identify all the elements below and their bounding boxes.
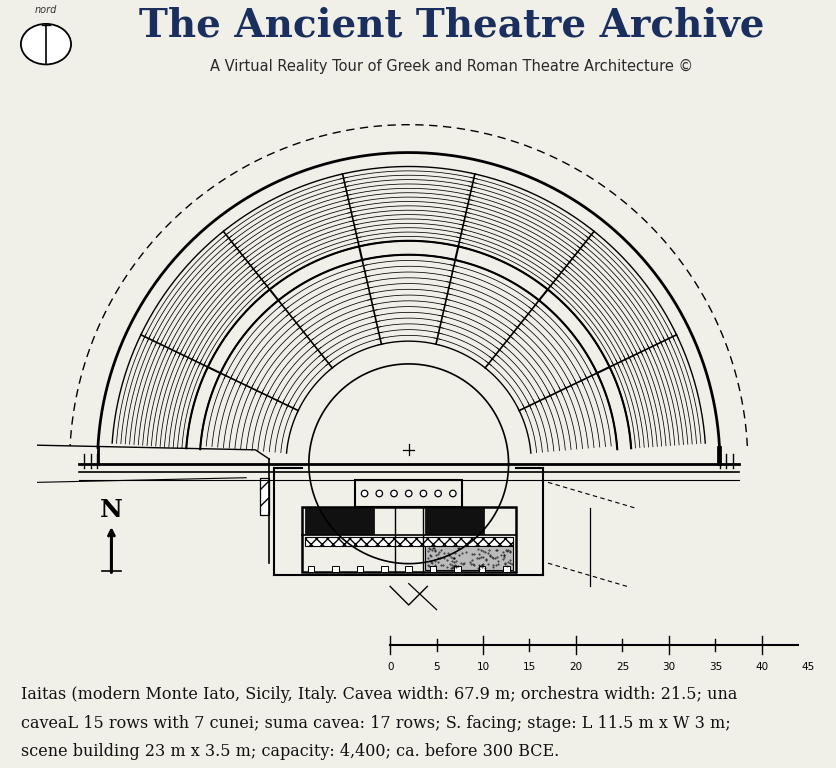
Circle shape bbox=[405, 490, 412, 497]
Bar bbox=[426, 508, 484, 535]
Circle shape bbox=[21, 24, 71, 65]
Circle shape bbox=[361, 490, 368, 497]
Bar bbox=[430, 567, 436, 572]
Bar bbox=[405, 567, 412, 572]
Text: scene building 23 m x 3.5 m; capacity: 4,400; ca. before 300 BCE.: scene building 23 m x 3.5 m; capacity: 4… bbox=[21, 743, 559, 760]
Bar bbox=[332, 567, 339, 572]
Text: 0: 0 bbox=[387, 662, 394, 672]
Circle shape bbox=[450, 490, 456, 497]
Text: 20: 20 bbox=[569, 662, 583, 672]
Bar bbox=[304, 508, 374, 535]
Text: 25: 25 bbox=[616, 662, 629, 672]
Bar bbox=[479, 567, 485, 572]
Bar bbox=[355, 479, 462, 508]
Text: 45: 45 bbox=[802, 662, 815, 672]
Text: A Virtual Reality Tour of Greek and Roman Theatre Architecture ©: A Virtual Reality Tour of Greek and Roma… bbox=[210, 59, 693, 74]
Circle shape bbox=[376, 490, 383, 497]
Bar bbox=[426, 547, 512, 570]
Bar bbox=[308, 567, 314, 572]
Text: 5: 5 bbox=[433, 662, 440, 672]
Text: caveaL 15 rows with 7 cunei; suma cavea: 17 rows; S. facing; stage: L 11.5 m x W: caveaL 15 rows with 7 cunei; suma cavea:… bbox=[21, 715, 731, 732]
Text: Iaitas (modern Monte Iato, Sicily, Italy. Cavea width: 67.9 m; orchestra width: : Iaitas (modern Monte Iato, Sicily, Italy… bbox=[21, 687, 737, 703]
Text: 35: 35 bbox=[709, 662, 722, 672]
Text: nord: nord bbox=[35, 5, 57, 15]
Text: 40: 40 bbox=[755, 662, 768, 672]
Circle shape bbox=[421, 490, 426, 497]
Bar bbox=[381, 567, 388, 572]
Text: 30: 30 bbox=[662, 662, 675, 672]
Text: The Ancient Theatre Archive: The Ancient Theatre Archive bbox=[139, 6, 764, 45]
Text: 10: 10 bbox=[477, 662, 490, 672]
Bar bbox=[503, 567, 509, 572]
Text: N: N bbox=[100, 498, 123, 522]
Bar bbox=[260, 478, 269, 515]
Circle shape bbox=[390, 490, 397, 497]
Circle shape bbox=[435, 490, 441, 497]
Bar bbox=[304, 537, 512, 547]
Text: 15: 15 bbox=[522, 662, 536, 672]
Bar bbox=[357, 567, 363, 572]
Bar bbox=[454, 567, 461, 572]
Bar bbox=[302, 508, 516, 572]
